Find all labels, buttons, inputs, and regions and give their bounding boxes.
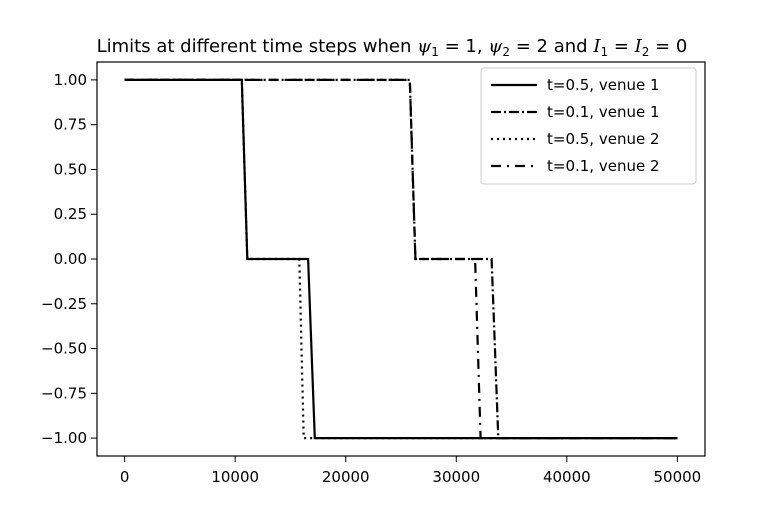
legend-label: t=0.5, venue 1 <box>547 76 660 94</box>
x-axis: 0 10000 20000 30000 40000 50000 <box>120 456 701 486</box>
y-tick-label: 1.00 <box>54 71 87 89</box>
legend: t=0.5, venue 1 t=0.1, venue 1 t=0.5, venue… <box>480 67 697 185</box>
series-line-2 <box>124 78 678 440</box>
legend-label: t=0.5, venue 2 <box>547 130 660 148</box>
y-axis: 1.00 0.75 0.50 0.25 0.00 −0.25 −0.50 −0.75 −1.00 <box>41 71 97 447</box>
legend-label: t=0.1, venue 1 <box>547 103 660 121</box>
chart-title: Limits at different time steps when ψ1 =… <box>97 36 688 59</box>
y-tick-label: −0.75 <box>41 384 87 402</box>
series-layer <box>124 78 678 440</box>
y-tick-label: 0.75 <box>54 116 87 134</box>
y-tick-label: 0.50 <box>54 160 87 178</box>
x-tick-label: 50000 <box>654 468 702 486</box>
y-tick-label: −0.25 <box>41 295 87 313</box>
x-tick-label: 40000 <box>543 468 591 486</box>
legend-box <box>480 67 697 185</box>
x-tick-label: 30000 <box>432 468 480 486</box>
x-tick-label: 20000 <box>322 468 370 486</box>
x-tick-label: 10000 <box>211 468 259 486</box>
y-tick-label: −0.50 <box>41 340 87 358</box>
x-tick-label: 0 <box>120 468 130 486</box>
y-tick-label: 0.00 <box>54 250 87 268</box>
y-tick-label: −1.00 <box>41 429 87 447</box>
y-tick-label: 0.25 <box>54 205 87 223</box>
legend-label: t=0.1, venue 2 <box>547 157 660 175</box>
series-line-4 <box>124 78 678 440</box>
